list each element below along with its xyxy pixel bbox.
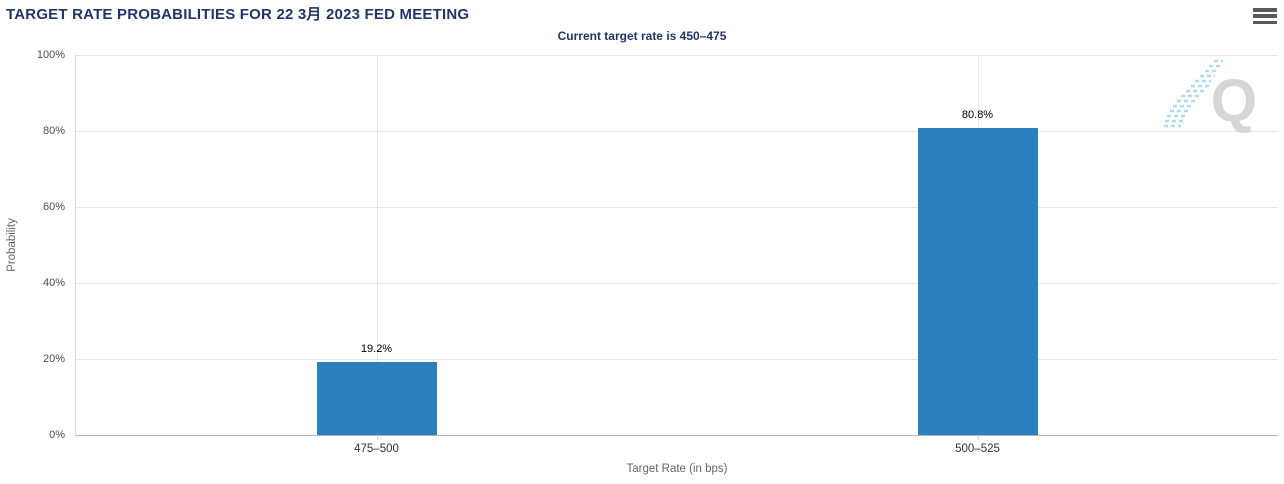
gridline-80	[76, 131, 1278, 132]
y-tick-label: 60%	[42, 201, 65, 213]
chart-subtitle: Current target rate is 450–475	[557, 29, 727, 43]
y-tick-label: 20%	[42, 353, 65, 365]
x-category-label: 500–525	[955, 443, 1000, 455]
bar-value-label: 80.8%	[961, 108, 994, 121]
y-axis-title: Probability	[6, 218, 18, 272]
bar-500-525[interactable]	[917, 127, 1038, 435]
chart-title: TARGET RATE PROBABILITIES FOR 22 3月 2023…	[6, 6, 470, 23]
q-logo-watermark: Q	[1164, 59, 1258, 134]
gridline-20	[76, 359, 1278, 360]
bar-value-label: 19.2%	[360, 343, 393, 356]
y-tick-label: 0%	[49, 429, 65, 441]
y-tick-label: 100%	[36, 49, 65, 61]
gridline-40	[76, 283, 1278, 284]
gridline-60	[76, 207, 1278, 208]
x-tick-1	[376, 435, 378, 440]
hamburger-menu-icon	[1253, 8, 1277, 12]
gridline-100	[76, 55, 1278, 56]
gridline-cat-1	[376, 55, 378, 435]
y-tick-label: 80%	[42, 125, 65, 137]
x-category-label: 475–500	[354, 443, 399, 455]
x-axis-title: Target Rate (in bps)	[626, 463, 728, 475]
y-tick-label: 40%	[42, 277, 65, 289]
bar-475-500[interactable]	[316, 362, 437, 435]
watermark-letter: Q	[1211, 67, 1258, 134]
hamburger-menu-button[interactable]	[1253, 7, 1277, 25]
x-tick-2	[977, 435, 979, 440]
plot-area: 0% 20% 40% 60% 80% 100% Probability 19.2…	[6, 49, 1278, 475]
